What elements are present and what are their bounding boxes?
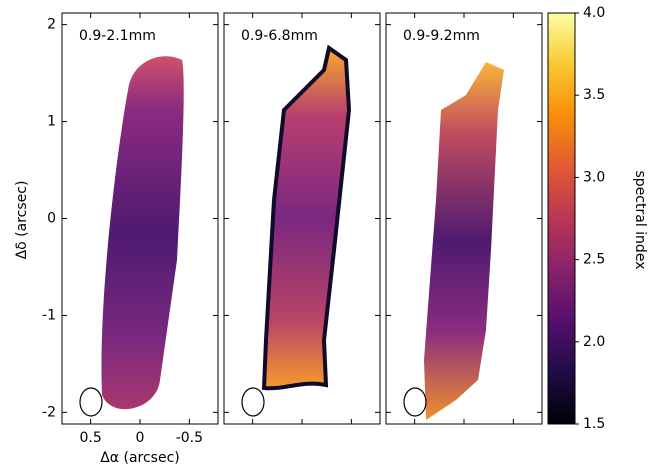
x-tick-label: 0.5 bbox=[80, 430, 102, 446]
x-axis-label: Δα (arcsec) bbox=[100, 450, 180, 466]
spectral-index-map bbox=[261, 44, 352, 391]
y-tick-label: -1 bbox=[42, 307, 56, 323]
spectral-index-map bbox=[101, 56, 184, 410]
y-axis-label: Δδ (arcsec) bbox=[14, 181, 30, 260]
y-tick-label: -2 bbox=[42, 404, 56, 420]
colorbar-tick-label: 2.0 bbox=[583, 334, 605, 350]
colorbar-tick-label: 2.5 bbox=[583, 252, 605, 268]
y-tick-label: 1 bbox=[47, 114, 56, 130]
panel: 0.9-6.8mm bbox=[223, 12, 381, 425]
beam bbox=[403, 387, 427, 417]
y-tick-label: 2 bbox=[47, 17, 56, 33]
beam bbox=[79, 387, 103, 417]
colorbar-tick-label: 1.5 bbox=[583, 416, 605, 432]
x-tick-label: -0.5 bbox=[176, 430, 203, 446]
x-tick-label: 0 bbox=[136, 430, 145, 446]
colorbar bbox=[547, 12, 576, 425]
colorbar-label: spectral index bbox=[632, 171, 648, 270]
beam bbox=[241, 387, 265, 417]
panel-label: 0.9-2.1mm bbox=[79, 28, 156, 44]
panel-label: 0.9-6.8mm bbox=[241, 28, 318, 44]
spectral-index-map bbox=[424, 62, 504, 420]
y-tick-label: 0 bbox=[47, 211, 56, 227]
panel-label: 0.9-9.2mm bbox=[403, 28, 480, 44]
panel: 0.9-9.2mm bbox=[385, 12, 543, 425]
colorbar-tick-label: 3.0 bbox=[583, 169, 605, 185]
colorbar-tick-label: 4.0 bbox=[583, 5, 605, 21]
panel: 0.9-2.1mm -2 -1 0 1 2 0.5 0 -0.5 bbox=[42, 12, 219, 446]
colorbar-tick-label: 3.5 bbox=[583, 87, 605, 103]
